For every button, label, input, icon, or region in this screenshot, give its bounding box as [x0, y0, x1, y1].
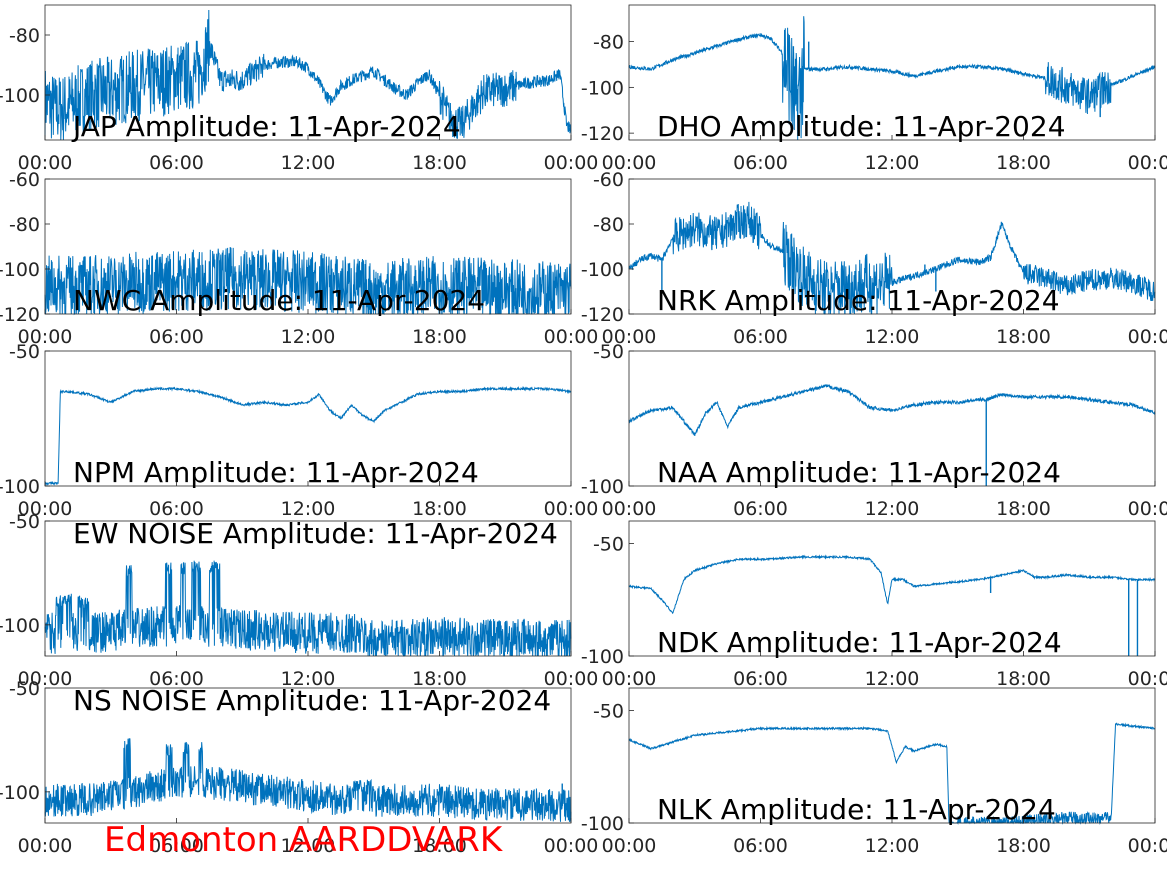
jap-xtick-label-0: 00:00	[18, 152, 73, 174]
nwc-title: NWC Amplitude: 11-Apr-2024	[73, 284, 485, 317]
naa-xtick-label-0: 00:00	[602, 498, 657, 520]
naa-title: NAA Amplitude: 11-Apr-2024	[657, 456, 1061, 489]
npm-ytick-label-1: -100	[0, 476, 40, 498]
ndk-title: NDK Amplitude: 11-Apr-2024	[657, 626, 1062, 659]
jap-ytick-label-0: -80	[9, 25, 40, 47]
ndk-ytick-label-0: -50	[593, 534, 624, 556]
nwc-ytick-label-3: -120	[0, 304, 40, 326]
nlk-trace	[628, 722, 1156, 825]
jap-xtick-label-2: 12:00	[281, 152, 336, 174]
nwc-ytick-label-2: -100	[0, 259, 40, 281]
naa-xtick-label-2: 12:00	[865, 498, 920, 520]
nwc-trace	[44, 246, 572, 316]
npm-title: NPM Amplitude: 11-Apr-2024	[73, 456, 479, 489]
nlk-xtick-label-1: 06:00	[733, 835, 788, 857]
ndk-xtick-label-2: 12:00	[865, 668, 920, 690]
nwc-xtick-label-3: 18:00	[412, 326, 467, 348]
npm-xtick-label-0: 00:00	[18, 498, 73, 520]
ew-noise-xtick-label-1: 06:00	[149, 668, 204, 690]
dho-title: DHO Amplitude: 11-Apr-2024	[657, 110, 1066, 143]
nrk-xtick-label-3: 18:00	[996, 326, 1051, 348]
npm-xtick-label-3: 18:00	[412, 498, 467, 520]
dho-ytick-label-2: -120	[581, 123, 624, 145]
naa-xtick-label-1: 06:00	[733, 498, 788, 520]
jap-trace	[44, 9, 572, 141]
ew-noise-trace	[44, 560, 572, 657]
ndk-ytick-label-1: -100	[581, 646, 624, 668]
naa-trace	[628, 383, 1156, 436]
nlk-xtick-label-4: 00:00	[1128, 835, 1167, 857]
nrk-xtick-label-1: 06:00	[733, 326, 788, 348]
npm-trace	[44, 385, 572, 487]
nrk-ytick-label-0: -60	[593, 169, 624, 191]
nwc-xtick-label-4: 00:00	[544, 326, 599, 348]
dho-xtick-label-0: 00:00	[602, 152, 657, 174]
ns-noise-xtick-label-4: 00:00	[544, 835, 599, 857]
nlk-xtick-label-0: 00:00	[602, 835, 657, 857]
dho-xtick-label-1: 06:00	[733, 152, 788, 174]
jap-ytick-label-1: -100	[0, 85, 40, 107]
nlk-ytick-label-1: -100	[581, 813, 624, 835]
dho-xtick-label-2: 12:00	[865, 152, 920, 174]
npm-ytick-label-0: -50	[9, 341, 40, 363]
nrk-xtick-label-4: 00:00	[1128, 326, 1167, 348]
nrk-ytick-label-1: -80	[593, 214, 624, 236]
nlk-ytick-label-0: -50	[593, 701, 624, 723]
nrk-xtick-label-0: 00:00	[602, 326, 657, 348]
jap-xtick-label-1: 06:00	[149, 152, 204, 174]
naa-xtick-label-3: 18:00	[996, 498, 1051, 520]
jap-title: JAP Amplitude: 11-Apr-2024	[71, 110, 461, 143]
nrk-ytick-label-3: -120	[581, 304, 624, 326]
naa-ytick-label-1: -100	[581, 476, 624, 498]
nwc-ytick-label-0: -60	[9, 169, 40, 191]
nrk-title: NRK Amplitude: 11-Apr-2024	[657, 284, 1060, 317]
dho-ytick-label-0: -80	[593, 32, 624, 54]
dho-xtick-label-3: 18:00	[996, 152, 1051, 174]
ns-noise-trace	[44, 738, 572, 822]
nwc-xtick-label-1: 06:00	[149, 326, 204, 348]
dho-trace	[628, 16, 1156, 141]
jap-xtick-label-4: 00:00	[544, 152, 599, 174]
nlk-title: NLK Amplitude: 11-Apr-2024	[657, 793, 1056, 826]
nrk-xtick-label-2: 12:00	[865, 326, 920, 348]
npm-xtick-label-1: 06:00	[149, 498, 204, 520]
nwc-xtick-label-0: 00:00	[18, 326, 73, 348]
ns-noise-xtick-label-1: 06:00	[149, 835, 204, 857]
ew-noise-ytick-label-1: -100	[0, 615, 40, 637]
ew-noise-xtick-label-4: 00:00	[544, 668, 599, 690]
ndk-trace	[628, 554, 1156, 615]
naa-ytick-label-0: -50	[593, 341, 624, 363]
nrk-ytick-label-2: -100	[581, 259, 624, 281]
nrk-trace	[628, 201, 1156, 315]
npm-xtick-label-4: 00:00	[544, 498, 599, 520]
ndk-xtick-label-1: 06:00	[733, 668, 788, 690]
ndk-xtick-label-0: 00:00	[602, 668, 657, 690]
nwc-ytick-label-1: -80	[9, 214, 40, 236]
dho-xtick-label-4: 00:00	[1128, 152, 1167, 174]
naa-xtick-label-4: 00:00	[1128, 498, 1167, 520]
ew-noise-title: EW NOISE Amplitude: 11-Apr-2024	[73, 517, 558, 550]
nlk-xtick-label-2: 12:00	[865, 835, 920, 857]
ew-noise-xtick-label-0: 00:00	[18, 668, 73, 690]
dho-ytick-label-1: -100	[581, 77, 624, 99]
npm-xtick-label-2: 12:00	[281, 498, 336, 520]
ns-noise-title: NS NOISE Amplitude: 11-Apr-2024	[73, 684, 551, 717]
ns-noise-xtick-label-2: 12:00	[281, 835, 336, 857]
ns-noise-xtick-label-3: 18:00	[412, 835, 467, 857]
ns-noise-ytick-label-1: -100	[0, 782, 40, 804]
ns-noise-xtick-label-0: 00:00	[18, 835, 73, 857]
ndk-xtick-label-3: 18:00	[996, 668, 1051, 690]
ew-noise-xtick-label-3: 18:00	[412, 668, 467, 690]
ew-noise-xtick-label-2: 12:00	[281, 668, 336, 690]
nlk-xtick-label-3: 18:00	[996, 835, 1051, 857]
ew-noise-ytick-label-0: -50	[9, 511, 40, 533]
jap-xtick-label-3: 18:00	[412, 152, 467, 174]
station-footer-label: Edmonton AARDDVARK	[104, 820, 503, 860]
ndk-xtick-label-4: 00:00	[1128, 668, 1167, 690]
ns-noise-ytick-label-0: -50	[9, 678, 40, 700]
nwc-xtick-label-2: 12:00	[281, 326, 336, 348]
